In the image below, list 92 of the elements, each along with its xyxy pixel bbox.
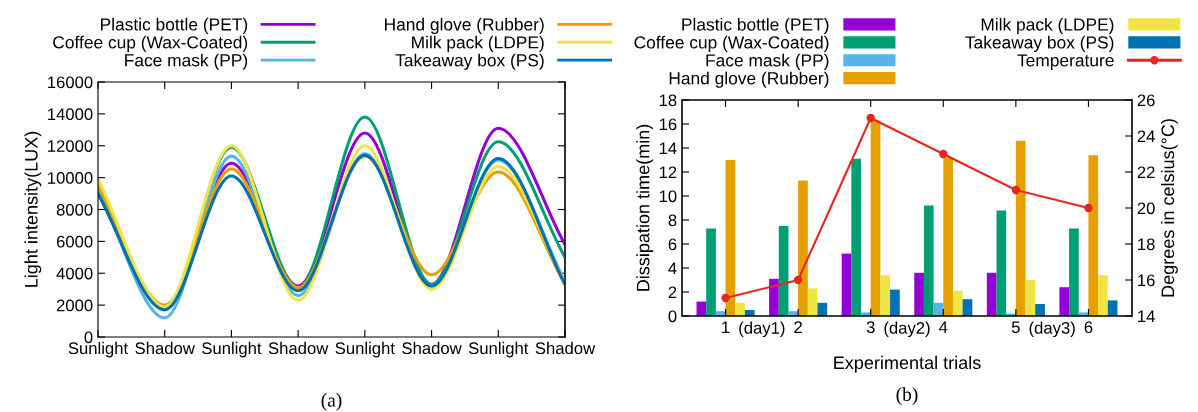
y-tick-label: 12: [659, 166, 677, 179]
x-tick-label: Shadow: [135, 341, 195, 355]
bar: [1098, 275, 1108, 316]
text: (day2): [884, 321, 930, 338]
legend-label: Takeaway box (PS): [965, 35, 1114, 53]
bar: [1059, 287, 1070, 316]
x-tick-label: 6: [1084, 321, 1093, 334]
y-tick-label: 0: [668, 310, 677, 323]
bar: [914, 272, 924, 316]
y-tick-label: 2000: [56, 299, 93, 312]
point: [866, 113, 875, 123]
bar: [1088, 155, 1099, 316]
x-tick-label: Sunlight: [202, 341, 262, 358]
text: (b): [896, 387, 918, 405]
x-tick-label: 3: [866, 321, 875, 334]
y-tick-label: 8000: [56, 203, 93, 216]
bar: [943, 157, 953, 316]
y-tick-label: 4000: [56, 267, 93, 280]
y-tick-label: 6000: [56, 235, 93, 248]
point: [793, 275, 803, 285]
bar: [841, 253, 852, 316]
legend-label: Hand glove (Rubber): [669, 71, 829, 88]
legend-label: Face mask (PP): [706, 53, 829, 70]
y2-tick-label: 24: [1137, 130, 1155, 143]
legend-label: Temperature: [1017, 54, 1114, 70]
y-axis-title: Dissipation time(min): [636, 124, 654, 291]
bar: [735, 302, 745, 316]
x-tick-label: 1: [722, 321, 730, 333]
legend-label: Plastic bottle (PET): [101, 17, 248, 34]
y-tick-label: 12000: [48, 140, 93, 152]
bar: [952, 290, 963, 316]
bar: [1015, 140, 1026, 316]
x-tick-label: Shadow: [268, 341, 329, 355]
bar: [706, 228, 716, 316]
legend-label: Face mask (PP): [125, 53, 248, 70]
legend-label: Coffee cup (Wax-Coated): [634, 35, 829, 53]
bar: [890, 289, 900, 316]
text: (day1): [739, 321, 785, 338]
y-tick-label: 4: [668, 262, 677, 275]
y2-tick-label: 16: [1138, 274, 1155, 287]
y-tick-label: 16000: [48, 76, 93, 89]
x-axis-title: Experimental trials: [834, 355, 981, 373]
y2-tick-label: 20: [1137, 202, 1155, 215]
x-tick-label: 5: [1011, 321, 1020, 334]
y2-tick-label: 18: [1138, 238, 1155, 251]
bar: [778, 226, 789, 316]
y2-tick-label: 14: [1138, 310, 1155, 323]
x-tick-label: Sunlight: [335, 341, 395, 358]
y-tick-label: 14: [659, 142, 677, 155]
bar: [986, 272, 997, 316]
legend-label: Plastic bottle (PET): [682, 17, 829, 35]
y-tick-label: 16: [659, 118, 677, 131]
bar: [851, 158, 862, 316]
y-tick-label: 14000: [48, 108, 93, 121]
bar: [798, 180, 808, 316]
y-tick-label: 18: [659, 94, 677, 107]
bar: [996, 210, 1007, 316]
bar: [880, 275, 891, 316]
legend-label: Milk pack (LDPE): [412, 35, 544, 52]
bar: [769, 278, 779, 316]
y-tick-label: 2: [668, 286, 677, 299]
x-tick-label: Shadow: [402, 341, 462, 355]
bar: [817, 302, 828, 316]
bar: [1035, 304, 1045, 316]
y2-tick-label: 22: [1137, 166, 1155, 179]
point: [721, 293, 730, 303]
x-tick-label: 2: [794, 321, 802, 333]
y-tick-label: 10: [659, 190, 677, 203]
text: (day3): [1029, 321, 1075, 338]
bar: [725, 160, 736, 316]
legend-label: Milk pack (LDPE): [981, 17, 1114, 35]
bar: [923, 205, 934, 316]
y-axis-title: Light intensity(LUX): [24, 131, 42, 287]
text: (a): [321, 393, 342, 411]
y-tick-label: 6: [668, 238, 677, 251]
point: [939, 149, 948, 159]
point: [1084, 203, 1093, 213]
bar: [870, 120, 881, 316]
y-tick-label: 10000: [48, 172, 93, 184]
legend-label: Hand glove (Rubber): [385, 17, 544, 35]
x-tick-label: Shadow: [535, 341, 596, 355]
legend-label: Takeaway box (PS): [395, 53, 544, 70]
point: [1011, 185, 1021, 195]
y-tick-label: 8: [668, 214, 677, 227]
bar: [807, 288, 818, 316]
legend-label: Coffee cup (Wax-Coated): [53, 35, 248, 52]
x-tick-label: 4: [939, 321, 948, 333]
y2-axis-title: Degrees in celsius(°C): [1160, 119, 1178, 297]
bar: [1025, 280, 1036, 316]
bar: [1069, 228, 1079, 316]
y2-tick-label: 26: [1137, 94, 1155, 107]
x-tick-label: Sunlight: [468, 341, 529, 358]
